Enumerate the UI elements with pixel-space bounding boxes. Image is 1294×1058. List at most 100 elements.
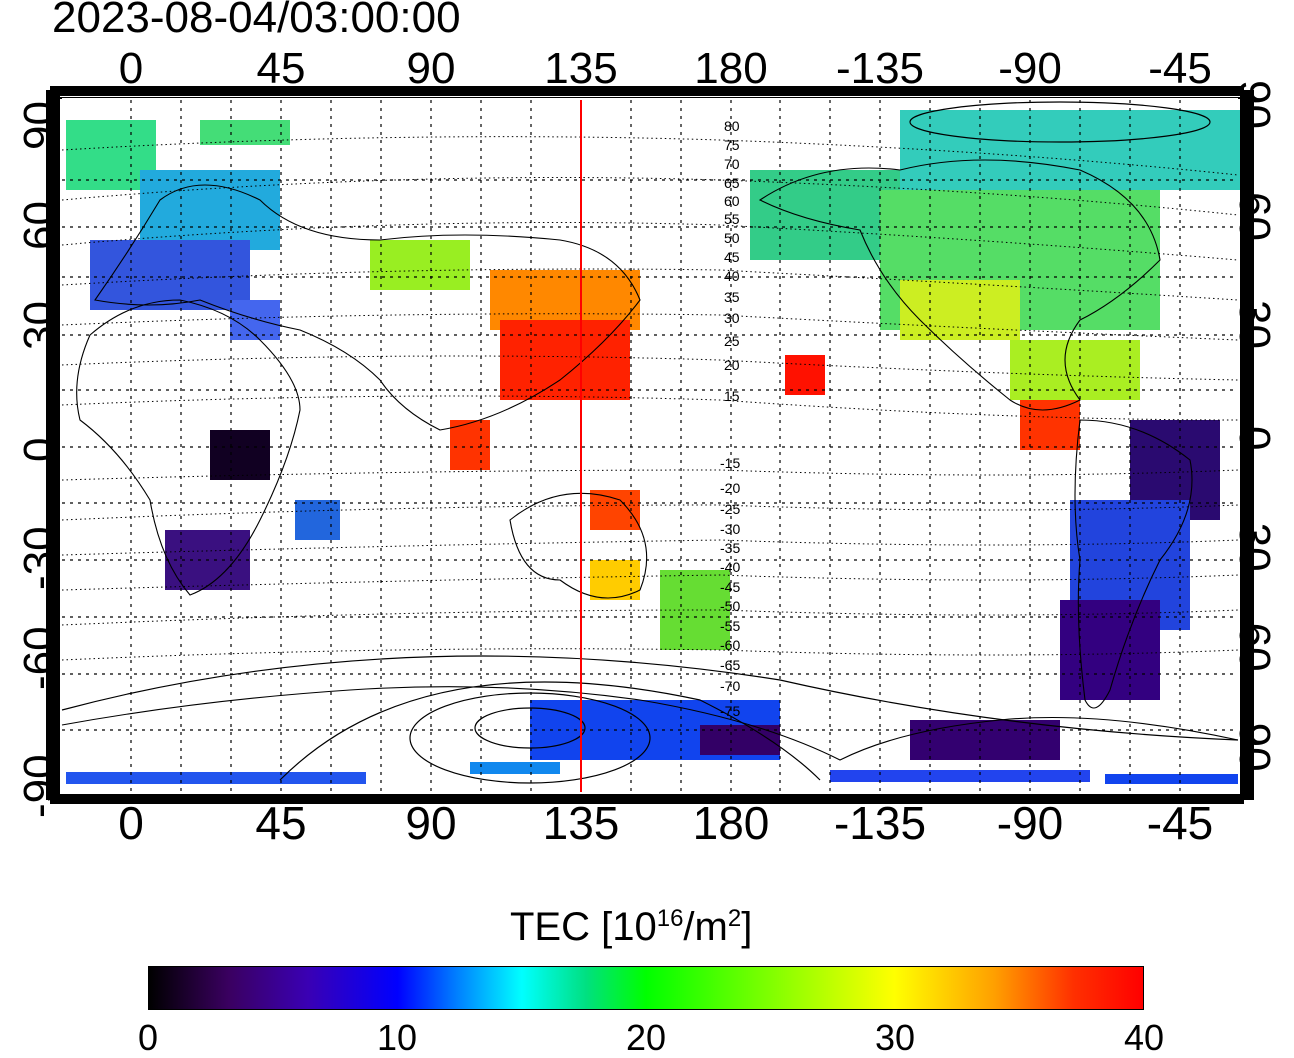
tec-patch-north-australia [590, 490, 640, 530]
bottom-lon-label: 0 [118, 797, 144, 849]
tec-patch-us-south [900, 280, 1020, 340]
contour-label: 40 [724, 268, 740, 284]
tec-patch-greenland [900, 110, 1240, 190]
contour-label: -30 [720, 521, 740, 537]
top-lon-label: 180 [694, 44, 768, 93]
coastline-africa [76, 299, 301, 596]
contour-label: -75 [720, 703, 740, 719]
coastline-australia [509, 492, 648, 599]
lat-lon-grid [62, 100, 1238, 792]
contour-label: 20 [724, 357, 740, 373]
colorbar-title-prefix: TEC [10 [510, 905, 657, 949]
contour-label: 70 [724, 156, 740, 172]
contour-label: -40 [720, 559, 740, 575]
contour-label: 15 [724, 388, 740, 404]
tec-patch-east-asia [500, 320, 630, 400]
south-pole-oval [409, 692, 651, 784]
bottom-lon-label: 45 [255, 797, 307, 849]
magnetic-contours [61, 136, 1239, 661]
contour-labels-south: -15 -20 -25 -30 -35 -40 -45 -50 -55 -60 … [720, 455, 740, 719]
top-lon-label: 0 [118, 44, 144, 93]
tec-patch-central-africa [210, 430, 270, 480]
top-axis-bar [50, 86, 1244, 96]
tec-patch-indonesia [450, 420, 490, 470]
top-lon-label: -90 [998, 44, 1062, 93]
tec-patch-hawaii [785, 355, 825, 395]
tec-patch-bellingshausen [910, 720, 1060, 760]
timestamp-title: 2023-08-04/03:00:00 [52, 0, 461, 42]
colorbar-title-exp1: 16 [656, 905, 684, 932]
left-axis-bar [46, 90, 60, 800]
bottom-axis-bar [50, 794, 1244, 804]
north-pole-oval [909, 101, 1211, 143]
contour-label: -20 [720, 480, 740, 496]
contour-label: 25 [724, 333, 740, 349]
tec-colorbar [148, 966, 1144, 1010]
colorbar-tick-label: 20 [625, 1017, 667, 1058]
coastlines [61, 159, 1239, 761]
tec-patch-antarctic-west-strip [830, 770, 1090, 782]
colorbar-title-mid: /m [683, 905, 728, 949]
bottom-lon-label: 135 [542, 797, 620, 849]
contour-label: 45 [724, 249, 740, 265]
tec-patch-patagonia [1060, 600, 1160, 700]
coastline-south-america [1074, 419, 1193, 709]
coastline-eurasia [94, 184, 641, 431]
colorbar-tick-label: 10 [376, 1017, 418, 1058]
tec-patch-europe [90, 240, 250, 310]
contour-labels-north: 80 75 70 65 60 55 50 45 40 35 30 25 20 1… [724, 118, 740, 404]
contour-label: 35 [724, 289, 740, 305]
colorbar-tick-label: 30 [874, 1017, 916, 1058]
contour-label: 30 [724, 310, 740, 326]
contour-label: 55 [724, 211, 740, 227]
tec-patch-scandinavia [140, 170, 280, 250]
bottom-lon-label: -135 [833, 797, 927, 849]
right-axis-bar [1240, 90, 1254, 800]
contour-label: 65 [724, 175, 740, 191]
contour-label: 60 [724, 193, 740, 209]
top-lon-label: 90 [406, 44, 456, 93]
top-lon-label: -135 [835, 44, 925, 93]
bottom-lon-label: -90 [996, 797, 1064, 849]
bottom-lon-label: 180 [692, 797, 770, 849]
colorbar-title: TEC [1016/m2] [510, 905, 753, 949]
contour-label: 50 [724, 230, 740, 246]
top-lon-label: 135 [544, 44, 618, 93]
contour-label: -35 [720, 540, 740, 556]
tec-patch-new-zealand [660, 570, 730, 650]
top-lon-label: -45 [1148, 44, 1212, 93]
colorbar-title-exp2: 2 [727, 905, 742, 932]
tec-patch-antarctic-east-strip [1105, 774, 1238, 784]
tec-patch-madagascar [295, 500, 340, 540]
auroral-oval-contours [61, 101, 1239, 784]
contour-label: 80 [724, 118, 740, 134]
contour-label: -60 [720, 637, 740, 653]
coastline-antarctica [61, 686, 1239, 761]
bottom-lon-label: -45 [1146, 797, 1214, 849]
tec-map: 80 75 70 65 60 55 50 45 40 35 30 25 20 1… [46, 86, 1254, 804]
contour-label: -70 [720, 678, 740, 694]
contour-label: 75 [724, 137, 740, 153]
tec-patch-arctic-siberia [200, 120, 290, 145]
contour-label: -55 [720, 618, 740, 634]
tec-patch-south-pole-strip [66, 772, 366, 784]
south-oval-outer [61, 655, 1239, 741]
south-pole-inner-oval [474, 707, 586, 749]
tec-patch-antarctic-strip [470, 762, 560, 774]
colorbar-tick-label: 0 [137, 1017, 159, 1058]
contour-label: -45 [720, 579, 740, 595]
bottom-lon-label: 90 [405, 797, 457, 849]
tec-patch-central-asia [370, 240, 470, 290]
tec-patch-south-australia [590, 560, 640, 600]
contour-label: -50 [720, 598, 740, 614]
contour-label: -25 [720, 501, 740, 517]
top-lon-label: 45 [256, 44, 306, 93]
tec-patch-central-america [1020, 400, 1080, 450]
colorbar-title-suffix: ] [741, 905, 753, 949]
contour-label: -15 [720, 455, 740, 471]
tec-patch-mideast [230, 300, 280, 340]
coastline-north-america [758, 159, 1161, 411]
colorbar-tick-label: 40 [1123, 1017, 1165, 1058]
south-oval-mid [279, 681, 821, 781]
contour-label: -65 [720, 657, 740, 673]
